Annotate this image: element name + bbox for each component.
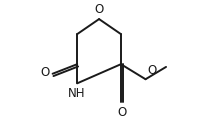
- Text: O: O: [117, 106, 126, 119]
- Text: O: O: [148, 64, 157, 77]
- Text: NH: NH: [68, 87, 85, 100]
- Text: O: O: [40, 66, 49, 79]
- Text: O: O: [94, 3, 104, 16]
